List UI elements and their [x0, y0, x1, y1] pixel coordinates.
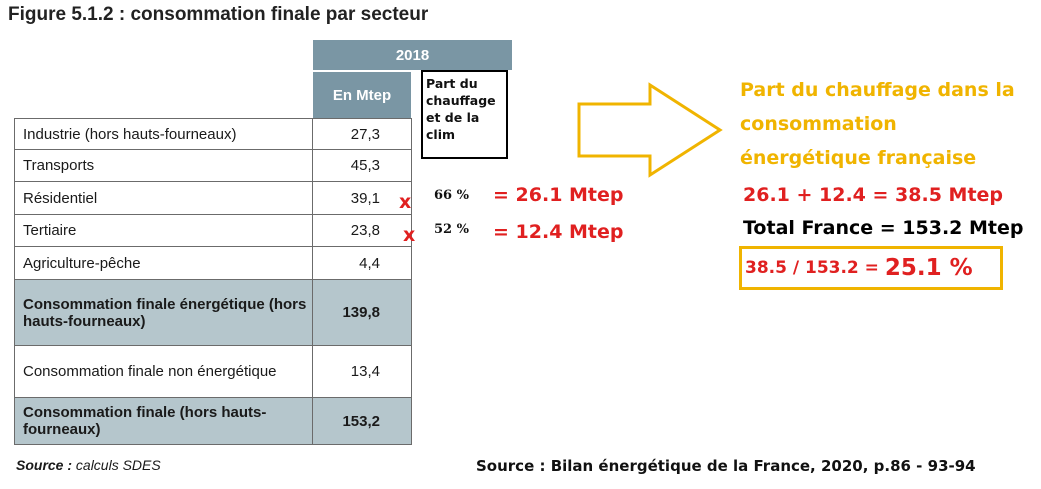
year-header: 2018	[313, 40, 512, 70]
ratio-result: 25.1 %	[884, 255, 973, 281]
source-label: Source :	[16, 457, 73, 473]
row-label: Consommation finale (hors hauts-fourneau…	[15, 398, 313, 444]
source-note: Source : calculs SDES	[16, 457, 161, 473]
row-value: 23,8	[350, 222, 380, 239]
residential-result: = 26.1 Mtep	[493, 184, 624, 206]
table-row: Tertiaire 23,8	[14, 215, 412, 247]
table-row: Consommation finale non énergétique 13,4	[14, 346, 412, 398]
multiply-mark: x	[403, 224, 416, 246]
result-box: 38.5 / 153.2 = 25.1 %	[739, 246, 1003, 290]
sum-calculation: 26.1 + 12.4 = 38.5 Mtep	[743, 184, 1004, 206]
tertiary-share: 52 %	[434, 222, 469, 237]
unit-header: En Mtep	[313, 72, 411, 118]
ratio-expression: 38.5 / 153.2 =	[745, 258, 885, 278]
table-row: Transports 45,3	[14, 150, 412, 182]
row-label: Agriculture-pêche	[15, 247, 313, 279]
side-panel-title: Part du chauffage dans la consommation é…	[740, 79, 1015, 169]
row-value: 13,4	[350, 363, 380, 380]
total-france: Total France = 153.2 Mtep	[743, 217, 1024, 239]
heating-share-header: Part du chauffage et de la clim	[421, 70, 508, 159]
row-value: 139,8	[342, 304, 380, 321]
table-row: Agriculture-pêche 4,4	[14, 247, 412, 280]
table-row-total: Consommation finale (hors hauts-fourneau…	[14, 398, 412, 445]
row-value: 4,4	[359, 254, 380, 272]
tertiary-result: = 12.4 Mtep	[493, 221, 624, 243]
row-value: 153,2	[342, 412, 380, 430]
row-label: Consommation finale énergétique (hors ha…	[15, 280, 313, 345]
row-label: Tertiaire	[15, 215, 313, 246]
row-value: 45,3	[350, 157, 380, 174]
residential-share: 66 %	[434, 188, 469, 203]
table-row: Industrie (hors hauts-fourneaux) 27,3	[14, 118, 412, 150]
figure-title: Figure 5.1.2 : consommation finale par s…	[8, 4, 429, 25]
row-label: Industrie (hors hauts-fourneaux)	[15, 119, 313, 149]
row-label: Transports	[15, 150, 313, 181]
row-value: 39,1	[350, 189, 380, 207]
table-row-total-energetic: Consommation finale énergétique (hors ha…	[14, 280, 412, 346]
source-text: calculs SDES	[72, 457, 161, 473]
row-label: Résidentiel	[15, 182, 313, 214]
source-citation: Source : Bilan énergétique de la France,…	[476, 457, 976, 475]
row-label: Consommation finale non énergétique	[15, 346, 313, 397]
arrow-right-icon	[577, 82, 723, 178]
table-row: Résidentiel 39,1	[14, 182, 412, 215]
multiply-mark: x	[399, 191, 412, 213]
row-value: 27,3	[350, 125, 380, 143]
